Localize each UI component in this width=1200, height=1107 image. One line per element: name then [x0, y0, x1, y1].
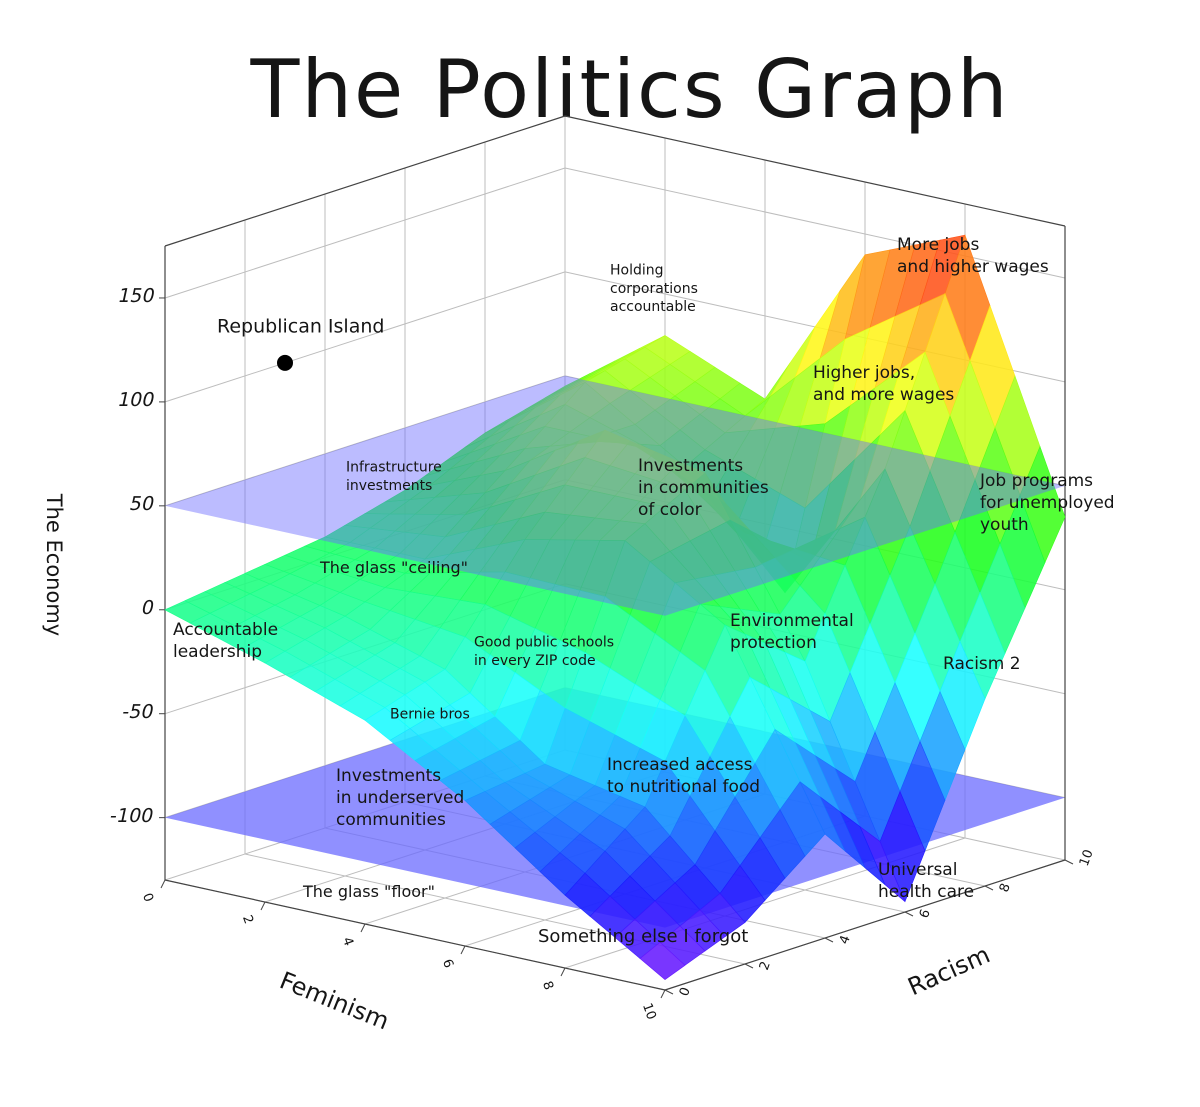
z-tick-label: -100	[108, 804, 156, 827]
annotation: youth	[980, 515, 1029, 535]
annotation: Higher jobs,	[813, 363, 915, 383]
grid-line	[164, 375, 566, 507]
tick-mark	[160, 879, 166, 889]
tick-mark	[460, 945, 466, 955]
x-tick-label: 10	[639, 1001, 659, 1022]
tick-mark	[360, 923, 366, 933]
tick-mark	[984, 885, 994, 891]
point-label: Republican Island	[217, 315, 384, 337]
z-tick-label: 0	[139, 596, 156, 619]
z-tick-label: -50	[120, 700, 156, 723]
annotation: in underserved	[336, 788, 464, 808]
tick-mark	[824, 937, 834, 943]
tick-mark	[1064, 859, 1074, 865]
annotation: for unemployed	[980, 493, 1115, 513]
tick-mark	[904, 911, 914, 917]
annotation: to nutritional food	[607, 777, 760, 797]
axis-line	[164, 115, 566, 247]
axis-line	[664, 859, 1066, 991]
tick-mark	[660, 989, 666, 999]
annotation: Increased access	[607, 755, 753, 775]
annotation: Investments	[336, 766, 441, 786]
annotation: health care	[878, 882, 974, 902]
annotation: Universal	[878, 860, 957, 880]
annotation: Infrastructure	[346, 460, 442, 476]
z-axis-title: The Economy	[42, 493, 66, 636]
annotation: The glass "ceiling"	[319, 558, 468, 577]
annotation: Investments	[638, 456, 743, 476]
plane	[165, 375, 1065, 616]
chart-title: The Politics Graph	[249, 43, 1009, 136]
grid-line	[164, 167, 566, 299]
annotation: of color	[638, 500, 702, 520]
z-tick-label: 150	[116, 284, 157, 307]
annotation: Job programs	[979, 471, 1093, 491]
annotation: and more wages	[813, 385, 954, 405]
annotation: Holding	[610, 263, 664, 279]
surface-patch	[639, 941, 686, 980]
annotation: corporations	[610, 281, 698, 297]
annotation: in communities	[638, 478, 769, 498]
y-tick-label: 10	[1077, 848, 1097, 869]
tick-mark	[260, 901, 266, 911]
annotation: and higher wages	[897, 257, 1049, 277]
grid-line	[564, 167, 1066, 279]
point	[277, 354, 293, 371]
annotation: More jobs	[897, 235, 979, 255]
axis-line	[564, 115, 1066, 227]
annotation: accountable	[610, 299, 696, 315]
annotation: Accountable	[173, 620, 278, 640]
annotation: Good public schools	[474, 635, 614, 651]
annotation: The glass "floor"	[302, 882, 435, 901]
z-tick-label: 100	[116, 388, 157, 411]
grid-line	[164, 271, 566, 403]
annotation: Bernie bros	[390, 707, 470, 723]
tick-mark	[664, 989, 674, 995]
annotation: investments	[346, 478, 432, 494]
axis-line	[164, 879, 666, 991]
annotation: Environmental	[730, 611, 854, 631]
tick-mark	[560, 967, 566, 977]
annotation: Racism 2	[943, 654, 1021, 674]
annotation: in every ZIP code	[474, 653, 596, 669]
annotation: communities	[336, 810, 446, 830]
annotation: Something else I forgot	[538, 926, 748, 947]
tick-mark	[744, 963, 754, 969]
annotation: leadership	[173, 642, 262, 662]
z-tick-label: 50	[128, 492, 157, 515]
annotation: protection	[730, 633, 817, 653]
